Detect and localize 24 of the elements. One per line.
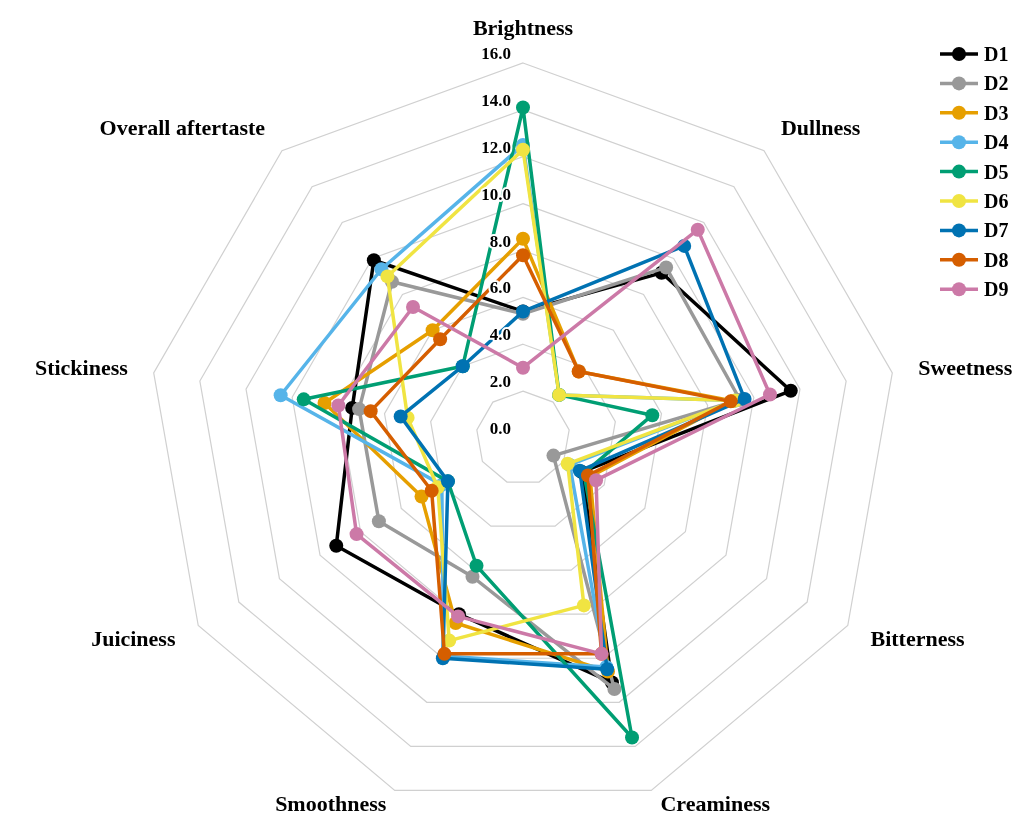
legend-label: D6 bbox=[984, 190, 1009, 212]
legend-label: D9 bbox=[984, 278, 1009, 301]
spoke-label: Brightness bbox=[472, 14, 574, 40]
spoke-label: Stickiness bbox=[34, 355, 129, 381]
y-tick-label: 0.0 bbox=[489, 419, 511, 438]
legend-label: D3 bbox=[984, 101, 1009, 124]
legend-label: D2 bbox=[984, 72, 1009, 95]
y-tick-label: 2.0 bbox=[489, 372, 511, 392]
y-tick-label: 12.0 bbox=[481, 137, 511, 157]
spoke-label: Bitterness bbox=[870, 625, 966, 651]
legend-label: D5 bbox=[984, 160, 1009, 183]
spoke-label: Creaminess bbox=[660, 791, 771, 817]
y-tick-label: 6.0 bbox=[489, 278, 511, 298]
legend-label: D4 bbox=[984, 131, 1009, 154]
y-tick-label: 14.0 bbox=[481, 90, 511, 110]
spoke-label: Overall aftertaste bbox=[99, 114, 266, 140]
legend-label: D1 bbox=[984, 43, 1009, 65]
legend-label: D7 bbox=[984, 219, 1009, 242]
spoke-label: Smoothness bbox=[275, 791, 387, 817]
spoke-label: Sweetness bbox=[918, 355, 1013, 381]
y-tick-label: 16.0 bbox=[481, 44, 511, 63]
spoke-label: Juiciness bbox=[91, 625, 176, 651]
legend-label: D8 bbox=[984, 248, 1009, 271]
spoke-label: Dullness bbox=[780, 114, 861, 140]
